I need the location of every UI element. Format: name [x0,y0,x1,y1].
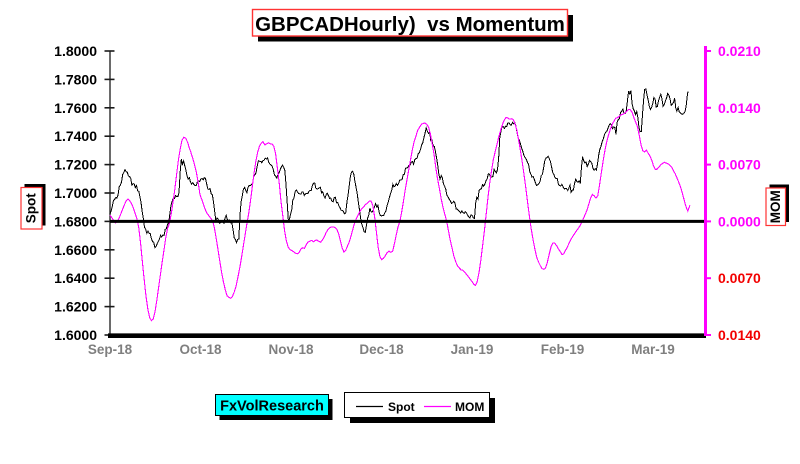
svg-text:1.6000: 1.6000 [54,327,97,343]
svg-text:0.0140: 0.0140 [718,100,761,116]
svg-text:Sep-18: Sep-18 [88,342,133,357]
svg-text:1.6200: 1.6200 [54,299,97,315]
svg-text:MOM: MOM [455,400,484,414]
svg-text:Oct-18: Oct-18 [179,342,222,357]
svg-text:1.6800: 1.6800 [54,213,97,229]
svg-text:1.7800: 1.7800 [54,71,97,87]
svg-text:1.8000: 1.8000 [54,43,97,59]
svg-text:1.6600: 1.6600 [54,242,97,258]
svg-text:1.7000: 1.7000 [54,185,97,201]
svg-text:1.6400: 1.6400 [54,270,97,286]
svg-text:1.7600: 1.7600 [54,100,97,116]
svg-text:1.7200: 1.7200 [54,157,97,173]
svg-text:Mar-19: Mar-19 [631,342,675,357]
svg-text:Dec-18: Dec-18 [359,342,404,357]
svg-text:Spot: Spot [24,193,39,223]
svg-text:0.0140: 0.0140 [718,327,761,343]
svg-text:Spot: Spot [388,400,415,414]
svg-text:0.0070: 0.0070 [718,157,761,173]
svg-text:Nov-18: Nov-18 [268,342,314,357]
svg-text:0.0070: 0.0070 [718,270,761,286]
svg-text:1.7400: 1.7400 [54,128,97,144]
svg-text:0.0210: 0.0210 [718,43,761,59]
svg-text:Feb-19: Feb-19 [541,342,585,357]
svg-text:GBPCADHourly) vs Momentum: GBPCADHourly) vs Momentum [255,13,565,36]
svg-text:FxVolResearch: FxVolResearch [220,399,324,415]
svg-text:Jan-19: Jan-19 [451,342,494,357]
svg-text:0.0000: 0.0000 [718,213,761,229]
svg-text:MOM: MOM [768,190,783,223]
